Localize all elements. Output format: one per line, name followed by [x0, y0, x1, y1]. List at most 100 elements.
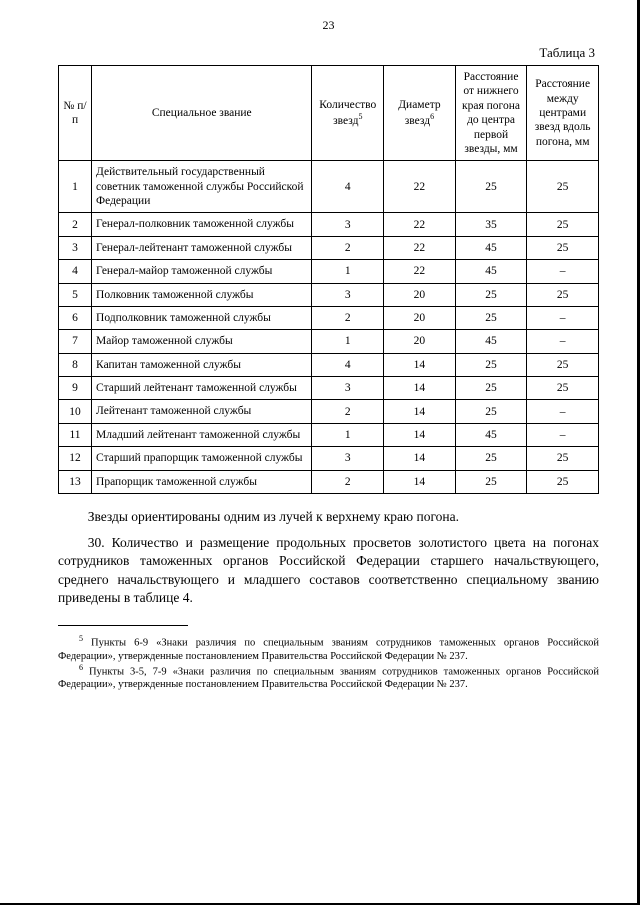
document-page: 23 Таблица 3 № п/п Специальное звание Ко… — [0, 0, 640, 905]
cell-value: 3 — [312, 377, 384, 400]
footnote-separator — [58, 625, 188, 626]
paragraph-orientation: Звезды ориентированы одним из лучей к ве… — [58, 508, 599, 526]
cell-value: 3 — [312, 447, 384, 470]
table-row: 6Подполковник таможенной службы22025– — [59, 306, 599, 329]
cell-value: 1 — [59, 161, 92, 213]
table-row: 3Генерал-лейтенант таможенной службы2224… — [59, 236, 599, 259]
cell-rank: Подполковник таможенной службы — [92, 306, 312, 329]
ranks-table: № п/п Специальное звание Количество звез… — [58, 65, 599, 494]
table-caption: Таблица 3 — [58, 45, 599, 61]
cell-value: 25 — [455, 353, 527, 376]
table-row: 11Младший лейтенант таможенной службы114… — [59, 423, 599, 446]
cell-rank: Младший лейтенант таможенной службы — [92, 423, 312, 446]
cell-value: 8 — [59, 353, 92, 376]
page-number: 23 — [58, 18, 599, 33]
table-row: 8Капитан таможенной службы4142525 — [59, 353, 599, 376]
cell-value: 14 — [384, 470, 456, 493]
cell-value: 13 — [59, 470, 92, 493]
cell-value: 14 — [384, 423, 456, 446]
cell-value: 22 — [384, 260, 456, 283]
cell-rank: Майор таможенной службы — [92, 330, 312, 353]
cell-value: 4 — [312, 161, 384, 213]
cell-value: 2 — [312, 400, 384, 423]
table-row: 2Генерал-полковник таможенной службы3223… — [59, 213, 599, 236]
cell-value: 35 — [455, 213, 527, 236]
col-rank: Специальное звание — [92, 66, 312, 161]
cell-value: 25 — [527, 353, 599, 376]
footnotes: 5 Пункты 6-9 «Знаки различия по специаль… — [58, 634, 599, 692]
cell-value: 3 — [312, 283, 384, 306]
col-index: № п/п — [59, 66, 92, 161]
cell-rank: Полковник таможенной службы — [92, 283, 312, 306]
table-row: 1Действительный государственный советник… — [59, 161, 599, 213]
cell-value: 25 — [455, 400, 527, 423]
cell-rank: Действительный государственный советник … — [92, 161, 312, 213]
cell-value: 45 — [455, 260, 527, 283]
cell-rank: Старший прапорщик таможенной службы — [92, 447, 312, 470]
cell-rank: Прапорщик таможенной службы — [92, 470, 312, 493]
cell-value: 2 — [312, 470, 384, 493]
cell-value: 2 — [312, 236, 384, 259]
cell-value: 3 — [59, 236, 92, 259]
cell-value: 4 — [312, 353, 384, 376]
cell-rank: Генерал-лейтенант таможенной службы — [92, 236, 312, 259]
cell-value: 22 — [384, 213, 456, 236]
table-row: 9Старший лейтенант таможенной службы3142… — [59, 377, 599, 400]
cell-value: – — [527, 260, 599, 283]
cell-value: 20 — [384, 283, 456, 306]
cell-value: 25 — [455, 161, 527, 213]
cell-value: 4 — [59, 260, 92, 283]
col-distance-bottom: Расстояние от нижнего края погона до цен… — [455, 66, 527, 161]
cell-value: 25 — [527, 377, 599, 400]
cell-value: 7 — [59, 330, 92, 353]
cell-value: 14 — [384, 353, 456, 376]
cell-value: 25 — [527, 283, 599, 306]
footnote-6: 6 Пункты 3-5, 7-9 «Знаки различия по спе… — [58, 663, 599, 692]
paragraph-30: 30. Количество и размещение продольных п… — [58, 534, 599, 607]
cell-value: 25 — [527, 470, 599, 493]
cell-value: 1 — [312, 423, 384, 446]
cell-value: 2 — [312, 306, 384, 329]
cell-value: 11 — [59, 423, 92, 446]
cell-value: 25 — [455, 377, 527, 400]
cell-value: 25 — [455, 306, 527, 329]
cell-value: 12 — [59, 447, 92, 470]
cell-value: – — [527, 330, 599, 353]
cell-value: 20 — [384, 306, 456, 329]
table-row: 4Генерал-майор таможенной службы12245– — [59, 260, 599, 283]
cell-value: 25 — [527, 213, 599, 236]
cell-rank: Генерал-майор таможенной службы — [92, 260, 312, 283]
cell-value: 25 — [455, 447, 527, 470]
cell-rank: Лейтенант таможенной службы — [92, 400, 312, 423]
cell-value: 6 — [59, 306, 92, 329]
cell-value: 25 — [527, 161, 599, 213]
cell-value: 25 — [455, 470, 527, 493]
col-distance-between: Расстояние между центрами звезд вдоль по… — [527, 66, 599, 161]
footnote-5: 5 Пункты 6-9 «Знаки различия по специаль… — [58, 634, 599, 663]
cell-value: 2 — [59, 213, 92, 236]
cell-value: 20 — [384, 330, 456, 353]
cell-value: 22 — [384, 236, 456, 259]
cell-value: 25 — [527, 447, 599, 470]
cell-value: 25 — [527, 236, 599, 259]
cell-value: 22 — [384, 161, 456, 213]
cell-value: – — [527, 306, 599, 329]
cell-value: 45 — [455, 423, 527, 446]
cell-rank: Капитан таможенной службы — [92, 353, 312, 376]
cell-value: 9 — [59, 377, 92, 400]
cell-value: – — [527, 423, 599, 446]
cell-value: 45 — [455, 330, 527, 353]
table-row: 7Майор таможенной службы12045– — [59, 330, 599, 353]
cell-rank: Старший лейтенант таможенной службы — [92, 377, 312, 400]
cell-value: 1 — [312, 260, 384, 283]
cell-rank: Генерал-полковник таможенной службы — [92, 213, 312, 236]
cell-value: 14 — [384, 400, 456, 423]
col-star-diameter: Диаметр звезд6 — [384, 66, 456, 161]
cell-value: 5 — [59, 283, 92, 306]
col-star-count: Количество звезд5 — [312, 66, 384, 161]
cell-value: 3 — [312, 213, 384, 236]
cell-value: 14 — [384, 377, 456, 400]
table-row: 13Прапорщик таможенной службы2142525 — [59, 470, 599, 493]
table-row: 10Лейтенант таможенной службы21425– — [59, 400, 599, 423]
cell-value: 25 — [455, 283, 527, 306]
